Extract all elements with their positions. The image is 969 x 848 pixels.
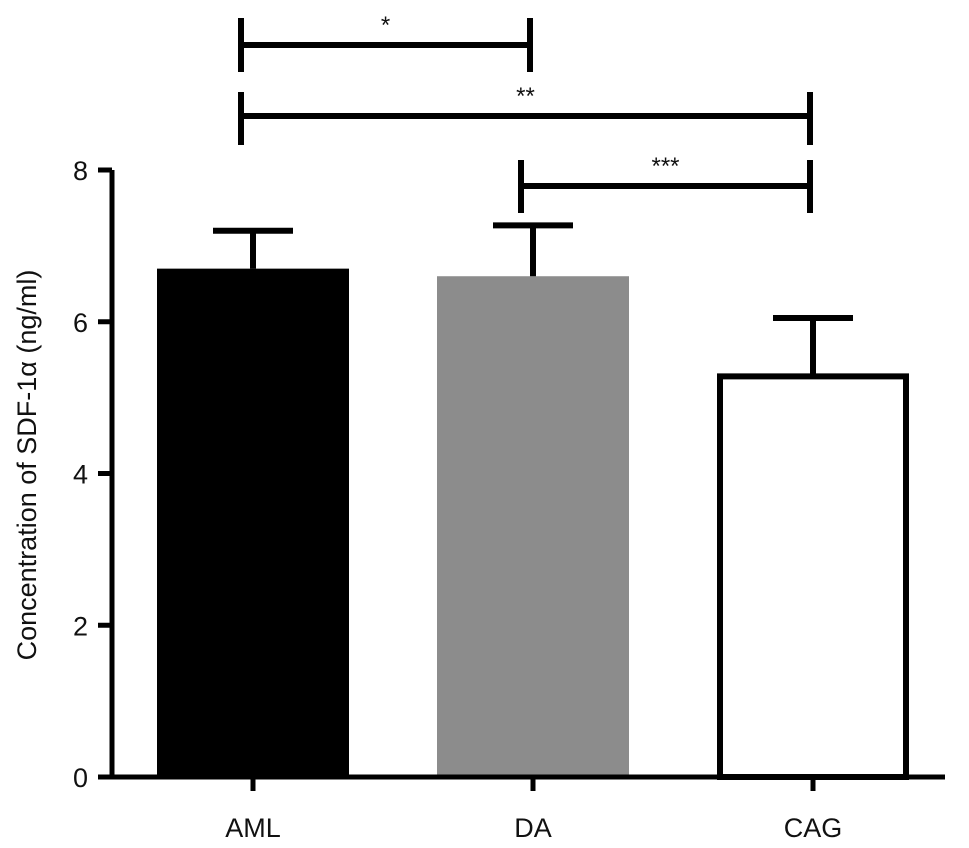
y-tick-label: 0 (73, 763, 88, 793)
bar-aml (157, 268, 349, 777)
y-axis-ticks: 0 2 4 6 8 (73, 156, 112, 793)
significance-label: * (381, 12, 390, 39)
significance-label: *** (651, 153, 679, 180)
bars (157, 222, 909, 780)
y-tick-label: 2 (73, 611, 88, 641)
x-tick-label: DA (514, 813, 552, 843)
bar-da (437, 276, 629, 777)
y-tick-label: 6 (73, 308, 88, 338)
y-axis-title: Concentration of SDF-1α (ng/ml) (12, 270, 42, 661)
x-tick-label: AML (225, 813, 281, 843)
x-tick-label: CAG (784, 813, 843, 843)
y-tick-label: 4 (73, 460, 88, 490)
y-tick-label: 8 (73, 156, 88, 186)
significance-brackets: ****** (238, 12, 813, 213)
bar-cag (717, 373, 909, 780)
x-axis-ticks: AML DA CAG (225, 777, 842, 843)
significance-label: ** (516, 83, 535, 110)
